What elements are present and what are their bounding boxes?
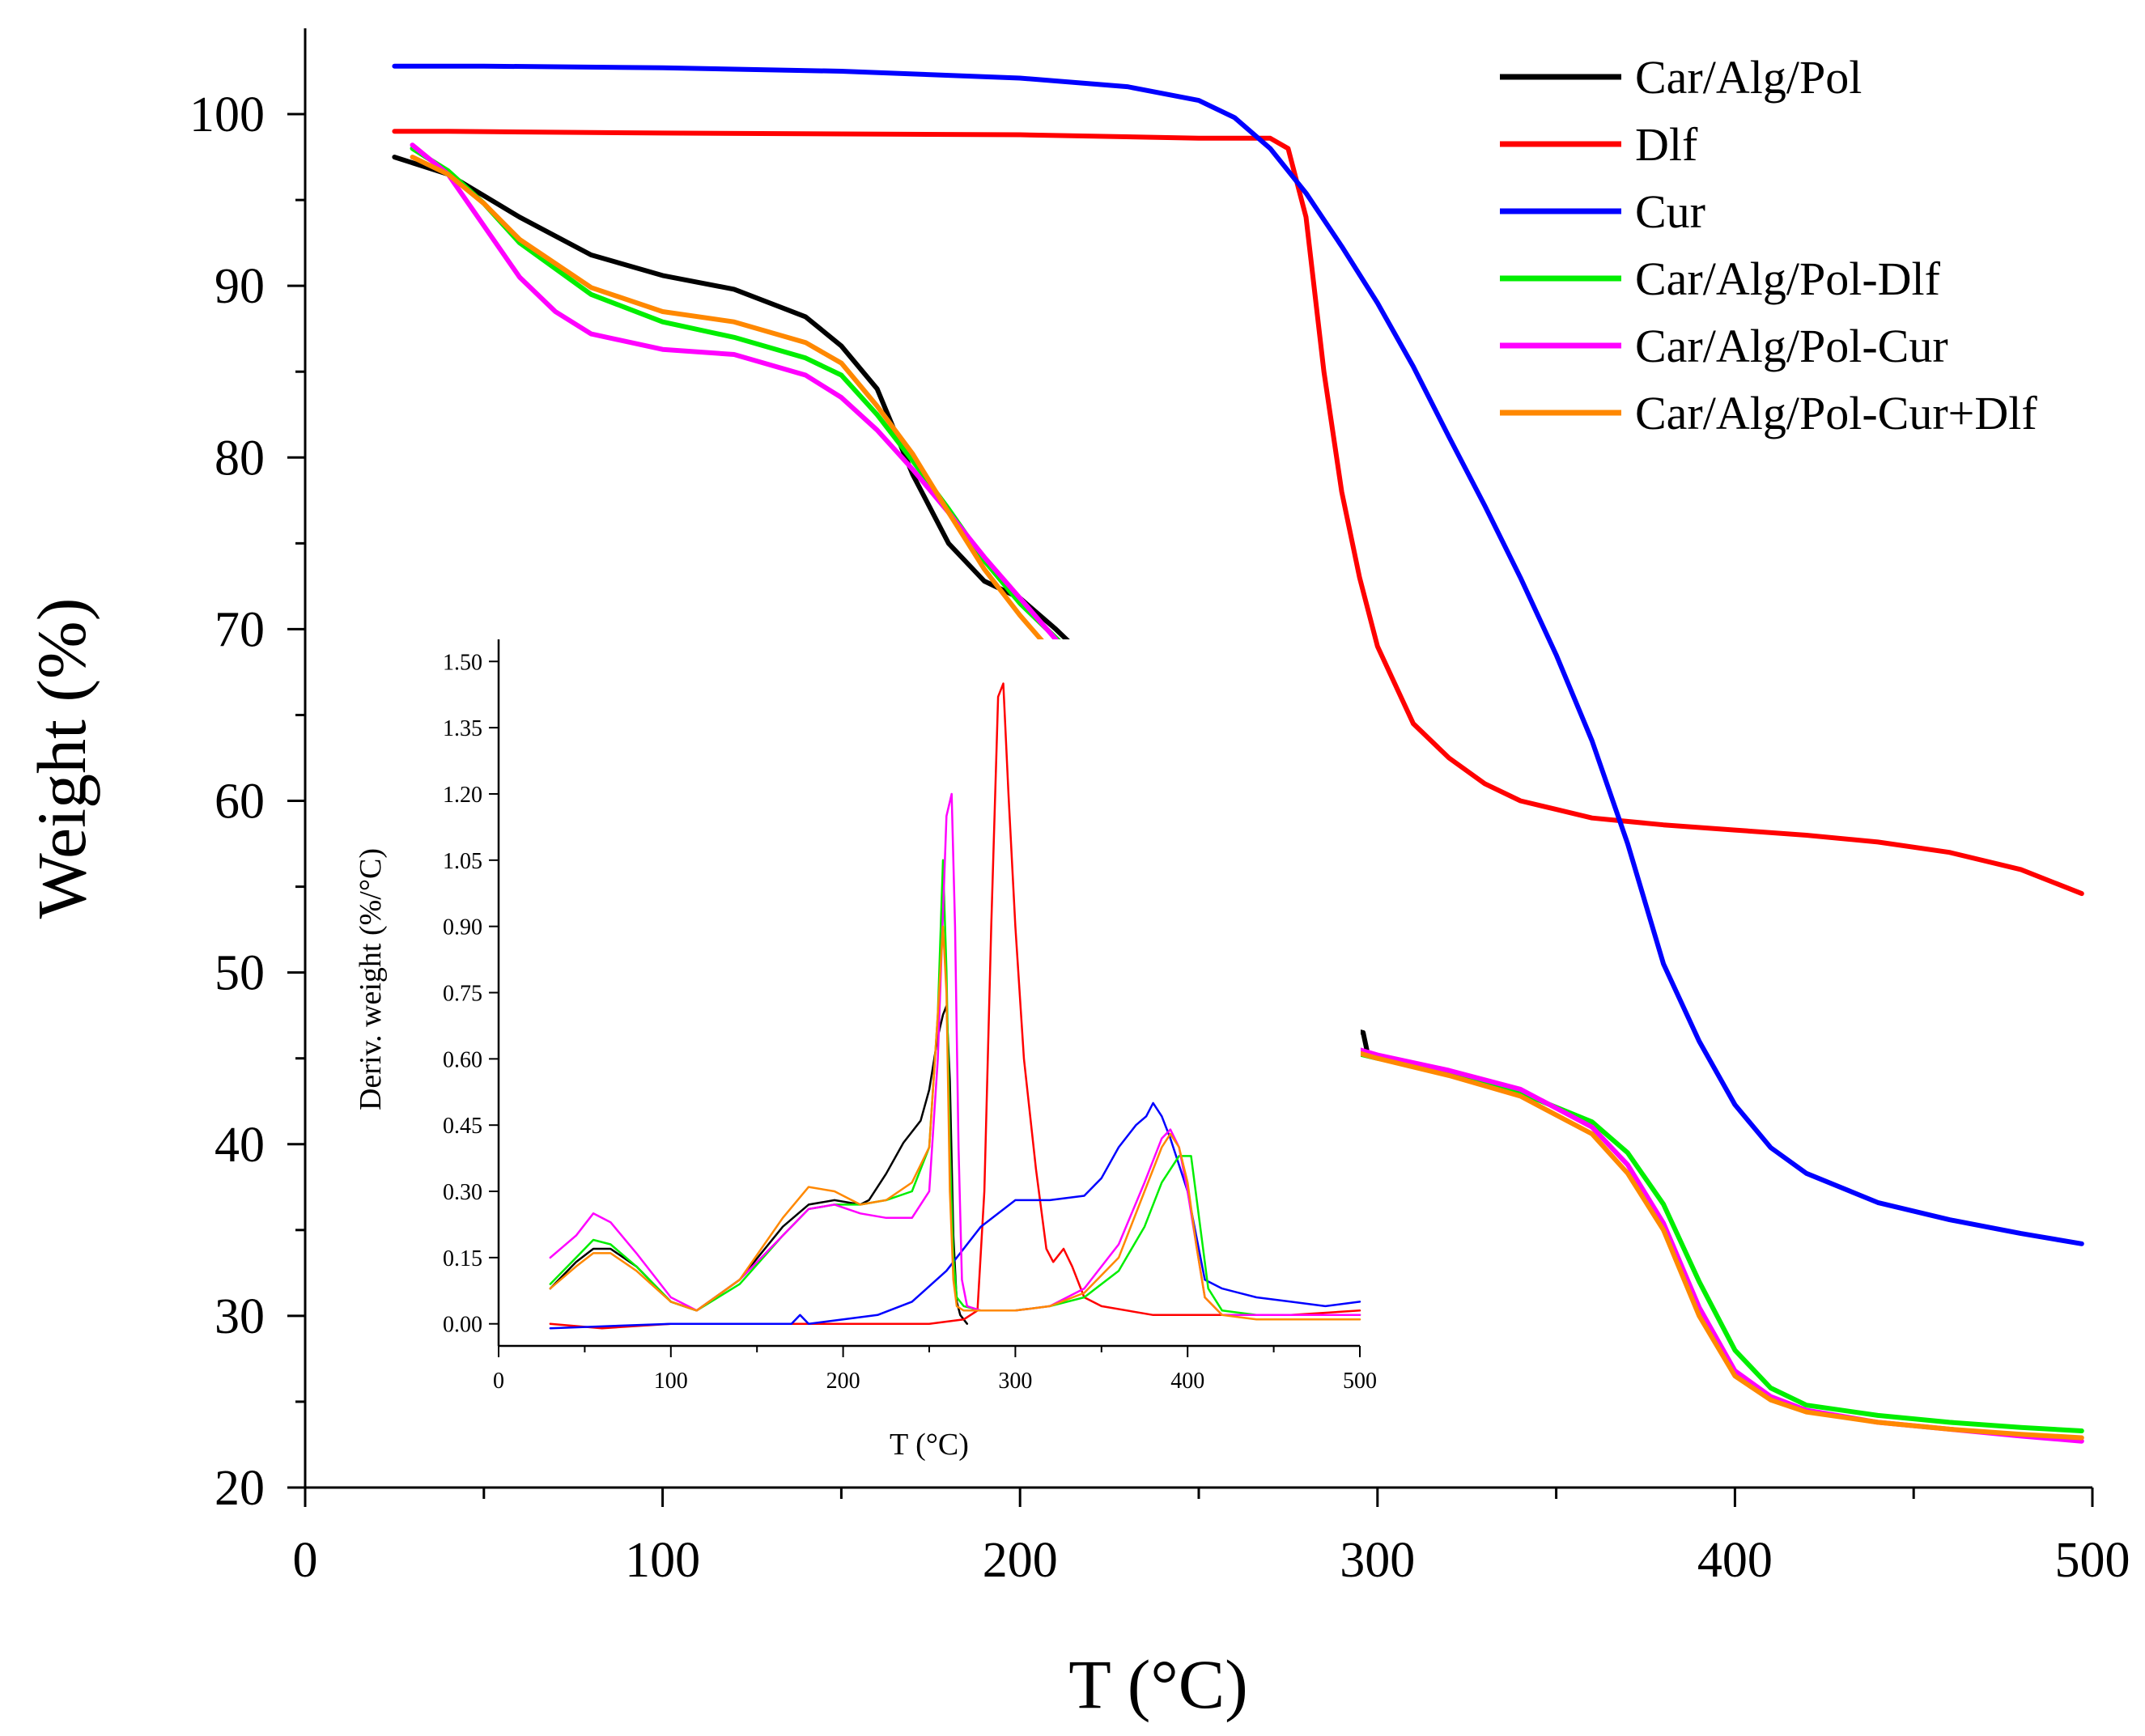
inset-y-tick-label: 1.05 [443, 849, 482, 874]
main-series-dlf [392, 129, 2084, 897]
inset-series-cur [549, 1101, 1361, 1330]
inset-y-tick-label: 0.15 [443, 1246, 482, 1271]
main-y-tick-label: 20 [214, 1461, 265, 1516]
inset-x-tick-label: 100 [654, 1369, 688, 1394]
inset-y-tick-label: 0.90 [443, 915, 482, 940]
inset-y-tick-label: 0.00 [443, 1313, 482, 1338]
inset-y-tick-label: 1.35 [443, 716, 482, 741]
inset-background [499, 639, 1361, 1352]
inset-x-ticks: 0 100 200 300 400 500 [493, 1346, 1377, 1394]
main-y-tick-label: 80 [214, 431, 265, 486]
inset-y-tick-label: 0.45 [443, 1114, 482, 1139]
inset-y-tick-label: 0.75 [443, 982, 482, 1007]
inset-y-ticks: 0.00 0.15 0.30 0.45 0.60 0.75 0.90 1.05 1.20 1.35… [443, 650, 499, 1338]
main-y-axis-label: Weight (%) [23, 598, 100, 919]
main-y-tick-label: 60 [214, 775, 265, 830]
main-y-tick-label: 50 [214, 946, 265, 1001]
main-y-ticks: 20 30 40 50 60 70 80 90 100 [189, 87, 305, 1516]
main-y-tick-label: 30 [214, 1289, 265, 1344]
inset-y-tick-label: 1.50 [443, 650, 482, 675]
legend-label-car-alg-pol-cur: Car/Alg/Pol-Cur [1635, 320, 1948, 372]
inset-x-tick-label: 400 [1170, 1369, 1204, 1394]
legend-label-car-alg-pol: Car/Alg/Pol [1635, 51, 1862, 104]
main-x-tick-label: 200 [983, 1533, 1058, 1588]
inset-x-tick-label: 300 [998, 1369, 1032, 1394]
main-x-tick-label: 300 [1340, 1533, 1415, 1588]
main-x-ticks: 0 100 200 300 400 500 [293, 1488, 2130, 1588]
inset-plot: 0 100 200 300 400 500 0.00 0.15 0.30 0.45 0.60 0.7… [354, 639, 1377, 1462]
main-y-tick-label: 70 [214, 602, 265, 657]
main-plot: 0 100 200 300 400 500 20 30 40 50 60 70 80 90 100 T (… [23, 28, 2130, 1723]
inset-y-tick-label: 1.20 [443, 783, 482, 808]
main-y-tick-label: 100 [189, 87, 265, 142]
inset-series-car-alg-pol-cur-dlf [549, 925, 1361, 1321]
main-x-axis-label: T (°C) [1068, 1645, 1248, 1723]
main-y-tick-label: 90 [214, 259, 265, 314]
inset-x-tick-label: 200 [826, 1369, 860, 1394]
inset-x-tick-label: 0 [493, 1369, 504, 1394]
inset-y-tick-label: 0.60 [443, 1047, 482, 1072]
inset-series-group [549, 682, 1361, 1330]
main-x-tick-label: 500 [2055, 1533, 2130, 1588]
legend-label-car-alg-pol-cur-dlf: Car/Alg/Pol-Cur+Dlf [1635, 387, 2037, 439]
main-y-tick-label: 40 [214, 1118, 265, 1173]
main-series-cur [392, 63, 2084, 1246]
main-x-tick-label: 0 [293, 1533, 318, 1588]
inset-x-axis-label: T (°C) [890, 1428, 969, 1462]
inset-x-tick-label: 500 [1343, 1369, 1377, 1394]
main-x-tick-label: 400 [1697, 1533, 1773, 1588]
inset-y-axis-label: Deriv. weight (%/°C) [354, 848, 388, 1110]
legend-label-car-alg-pol-dlf: Car/Alg/Pol-Dlf [1635, 253, 1941, 305]
legend-label-dlf: Dlf [1635, 118, 1698, 171]
inset-y-tick-label: 0.30 [443, 1180, 482, 1205]
legend-label-cur: Cur [1635, 185, 1705, 238]
inset-series-dlf [549, 682, 1361, 1330]
main-x-tick-label: 100 [625, 1533, 700, 1588]
legend: Car/Alg/Pol Dlf Cur Car/Alg/Pol-Dlf Car/Alg/… [1500, 51, 2037, 439]
